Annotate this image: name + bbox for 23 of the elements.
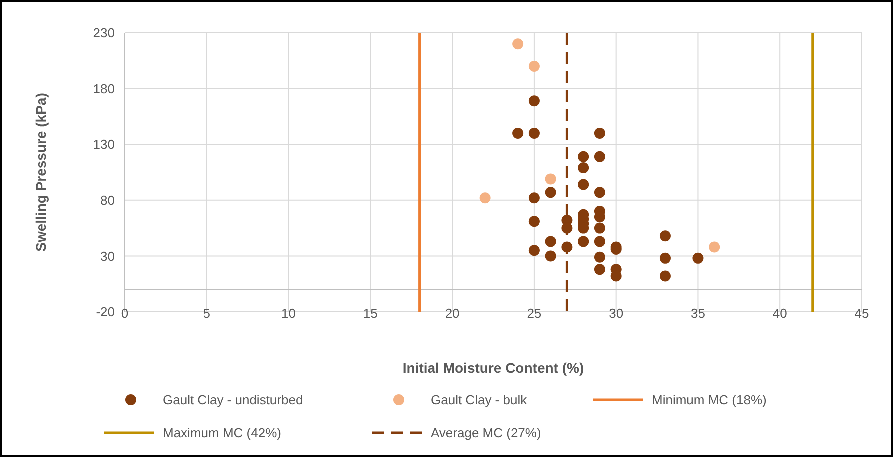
y-tick-label: 180 xyxy=(93,81,115,96)
x-tick-label: 15 xyxy=(363,306,378,321)
legend-label: Gault Clay - bulk xyxy=(431,392,528,408)
y-tick-label: 80 xyxy=(100,192,115,208)
y-axis-title: Swelling Pressure (kPa) xyxy=(33,93,49,252)
x-tick-label: 5 xyxy=(203,306,211,321)
y-tick-label: 130 xyxy=(93,137,115,152)
y-tick-label: 230 xyxy=(93,26,115,41)
x-tick-label: 40 xyxy=(772,306,788,321)
legend-label: Average MC (27%) xyxy=(431,426,542,441)
x-tick-label: 30 xyxy=(609,306,624,321)
x-axis-title: Initial Moisture Content (%) xyxy=(402,360,584,376)
x-tick-label: 25 xyxy=(527,306,542,321)
x-tick-label: 20 xyxy=(445,306,460,321)
legend-label: Minimum MC (18%) xyxy=(652,392,767,408)
x-tick-label: 0 xyxy=(121,306,129,321)
y-tick-label: 30 xyxy=(100,248,115,264)
legend-label: Maximum MC (42%) xyxy=(163,426,282,441)
y-tick-label: -20 xyxy=(96,304,115,320)
x-tick-label: 45 xyxy=(854,306,870,321)
legend-label: Gault Clay - undisturbed xyxy=(163,392,304,408)
x-tick-label: 10 xyxy=(282,306,296,321)
x-tick-label: 35 xyxy=(690,306,706,321)
